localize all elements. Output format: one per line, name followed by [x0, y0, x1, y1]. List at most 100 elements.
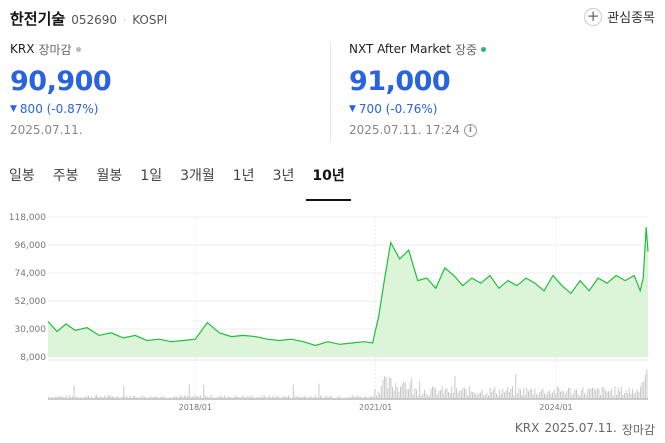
volume-bar — [344, 398, 345, 399]
volume-bar — [141, 396, 142, 399]
volume-bar — [134, 396, 135, 399]
volume-bar — [154, 396, 155, 399]
volume-bar — [600, 395, 601, 399]
volume-bar — [422, 394, 423, 399]
volume-bar — [48, 397, 49, 399]
volume-bar — [205, 396, 206, 399]
volume-bar — [552, 392, 553, 399]
volume-bar — [419, 381, 420, 399]
volume-bar — [646, 370, 647, 399]
volume-bar — [258, 396, 259, 399]
volume-bar — [83, 397, 84, 399]
volume-bar — [125, 397, 126, 399]
volume-bar — [547, 392, 548, 399]
volume-bar — [186, 397, 187, 399]
y-tick-label: 8,000 — [20, 353, 46, 363]
volume-bar — [109, 395, 110, 399]
volume-bar — [278, 396, 279, 399]
tab-5[interactable]: 1년 — [224, 160, 264, 202]
volume-bar — [250, 395, 251, 399]
volume-bar — [358, 396, 359, 399]
volume-bar — [462, 388, 463, 399]
volume-bar — [64, 398, 65, 399]
volume-bar — [174, 396, 175, 399]
volume-bar — [445, 389, 446, 399]
volume-bar — [120, 398, 121, 399]
volume-bar — [432, 387, 433, 399]
volume-bar — [608, 391, 609, 399]
volume-bar — [573, 393, 574, 399]
volume-bar — [406, 389, 407, 399]
volume-bar — [494, 387, 495, 399]
volume-bar — [77, 396, 78, 399]
volume-bar — [538, 395, 539, 399]
volume-bar — [458, 393, 459, 399]
volume-bar — [546, 395, 547, 399]
volume-bar — [637, 390, 638, 399]
tab-0[interactable]: 일봉 — [0, 160, 44, 202]
volume-bar — [147, 398, 148, 399]
status-dot-icon — [481, 47, 486, 52]
tab-7[interactable]: 10년 — [303, 160, 353, 202]
volume-bar — [451, 387, 452, 399]
tab-6[interactable]: 3년 — [264, 160, 304, 202]
volume-bar — [80, 397, 81, 399]
price-area — [48, 227, 648, 357]
tab-2[interactable]: 월봉 — [88, 160, 132, 202]
volume-bar — [138, 398, 139, 399]
volume-bar — [602, 387, 603, 399]
volume-bar — [453, 393, 454, 399]
volume-bar — [598, 389, 599, 399]
volume-bar — [326, 396, 327, 399]
volume-bar — [56, 397, 57, 399]
volume-bar — [622, 395, 623, 399]
volume-bar — [530, 389, 531, 399]
volume-bar — [586, 395, 587, 399]
volume-bar — [197, 396, 198, 399]
x-tick-label: 2018/01 — [179, 403, 212, 412]
volume-bar — [354, 397, 355, 399]
volume-bar — [283, 396, 284, 399]
volume-bar — [101, 397, 102, 399]
tab-1[interactable]: 주봉 — [44, 160, 88, 202]
volume-bar — [352, 395, 353, 399]
info-icon[interactable]: i — [464, 124, 477, 137]
volume-bar — [328, 397, 329, 399]
volume-bar — [99, 397, 100, 399]
volume-bar — [416, 389, 417, 399]
volume-bar — [443, 394, 444, 399]
volume-bar — [166, 398, 167, 399]
volume-bar — [267, 398, 268, 399]
tab-3[interactable]: 1일 — [131, 160, 171, 202]
volume-bar — [531, 389, 532, 399]
volume-bar — [214, 398, 215, 399]
volume-bar — [558, 388, 559, 399]
volume-bar — [571, 395, 572, 399]
volume-bar — [208, 397, 209, 399]
volume-bar — [301, 397, 302, 399]
volume-bar — [110, 396, 111, 399]
footer-date: 2025.07.11. — [544, 421, 617, 438]
volume-bar — [115, 397, 116, 399]
volume-bar — [485, 395, 486, 399]
volume-bar — [104, 396, 105, 399]
y-tick-label: 30,000 — [15, 325, 47, 335]
tab-4[interactable]: 3개월 — [171, 160, 224, 202]
volume-bar — [192, 397, 193, 399]
volume-bar — [189, 384, 190, 399]
volume-bar — [318, 384, 319, 399]
volume-bar — [549, 390, 550, 399]
volume-bar — [434, 387, 435, 399]
volume-bar — [621, 386, 622, 399]
volume-bar — [366, 397, 367, 399]
volume-bar — [523, 388, 524, 399]
volume-bar — [251, 397, 252, 399]
volume-bar — [291, 398, 292, 399]
volume-bar — [509, 392, 510, 399]
volume-bar — [98, 397, 99, 399]
volume-bar — [590, 389, 591, 399]
watchlist-button[interactable]: + 관심종목 — [584, 7, 655, 26]
volume-bar — [314, 397, 315, 399]
volume-bar — [222, 397, 223, 399]
volume-bar — [168, 398, 169, 399]
